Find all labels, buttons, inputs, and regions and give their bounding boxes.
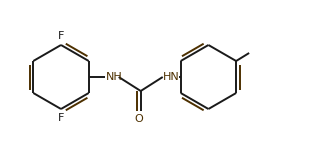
Text: HN: HN bbox=[163, 72, 180, 82]
Text: O: O bbox=[135, 114, 144, 124]
Text: NH: NH bbox=[106, 72, 123, 82]
Text: F: F bbox=[58, 31, 64, 41]
Text: F: F bbox=[58, 113, 64, 123]
